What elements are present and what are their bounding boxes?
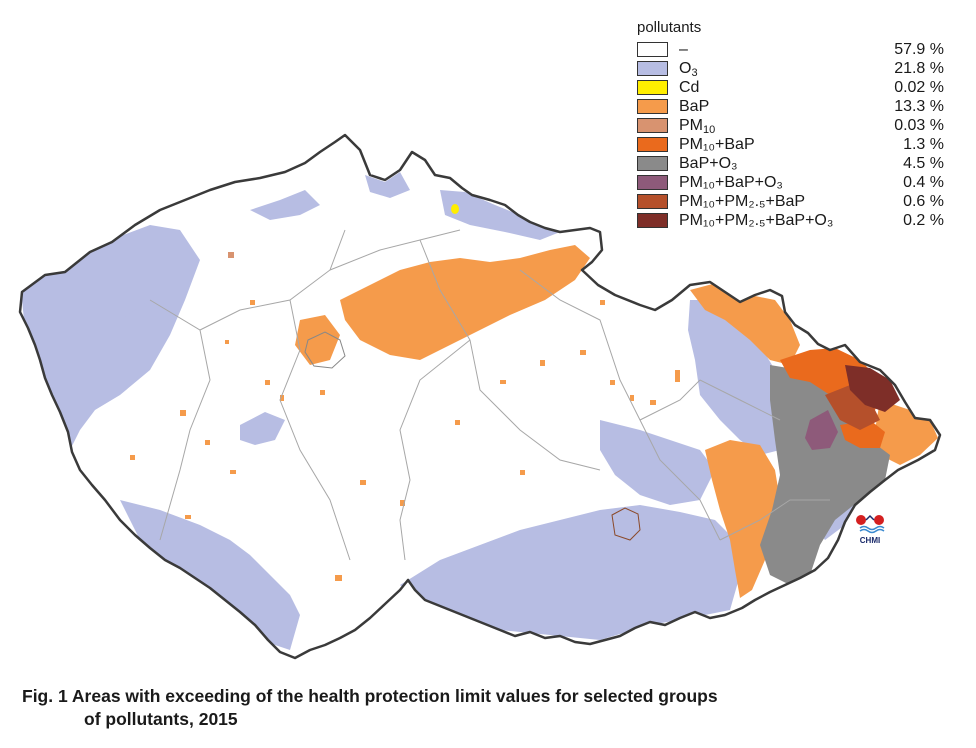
legend-label: O3 — [679, 60, 698, 79]
legend-swatch — [637, 42, 668, 57]
caption-line-2: of pollutants, 2015 — [84, 709, 238, 729]
legend-item: PM10 0.03 % — [637, 116, 947, 136]
legend-label: PM10 — [679, 117, 716, 136]
legend-swatch — [637, 61, 668, 76]
legend-items: – 57.9 % O3 21.8 % Cd 0.02 % BaP 13.3 % PM10 0.03… — [637, 40, 947, 230]
legend-percent: 57.9 % — [894, 41, 944, 58]
legend-item: PM₁₀+BaP+O₃ 0.4 % — [637, 173, 947, 192]
legend-label: PM₁₀+PM₂.₅+BaP — [679, 193, 806, 210]
legend-item: – 57.9 % — [637, 40, 947, 59]
region-boundaries — [149, 229, 830, 561]
legend-swatch — [637, 194, 668, 209]
legend-percent: 0.02 % — [894, 79, 944, 96]
caption-line-1: Fig. 1 Areas with exceeding of the healt… — [22, 686, 718, 706]
legend-percent: 1.3 % — [903, 136, 944, 153]
country-border — [18, 133, 942, 660]
area-pm10-pm25-bap — [825, 385, 880, 430]
legend-percent: 21.8 % — [894, 60, 944, 77]
area-o3 — [20, 172, 860, 650]
prague-boundary — [304, 331, 346, 369]
legend-swatch — [637, 99, 668, 114]
legend-title: pollutants — [637, 19, 702, 36]
legend-percent: 0.4 % — [903, 174, 944, 191]
legend-swatch — [637, 213, 668, 228]
legend-label: Cd — [679, 79, 700, 96]
brno-boundary — [611, 507, 641, 541]
legend-percent: 0.6 % — [903, 193, 944, 210]
bap-speckles — [130, 300, 680, 581]
legend-label: PM₁₀+BaP+O₃ — [679, 174, 783, 191]
legend-percent: 0.03 % — [894, 117, 944, 134]
legend-item: BaP+O₃ 4.5 % — [637, 154, 947, 173]
legend-swatch — [637, 175, 668, 190]
legend-swatch — [637, 80, 668, 95]
area-pm10-bap-o3 — [805, 410, 838, 450]
legend-label: BaP — [679, 98, 710, 115]
legend-item: O3 21.8 % — [637, 59, 947, 79]
chmi-logo: CHMI — [852, 512, 888, 552]
legend-item: BaP 13.3 % — [637, 97, 947, 116]
legend-item: PM₁₀+PM₂.₅+BaP+O₃ 0.2 % — [637, 211, 947, 230]
chmi-logo-text: CHMI — [859, 536, 881, 545]
map-area — [18, 133, 942, 660]
area-bap-o3 — [760, 365, 890, 585]
legend-swatch — [637, 156, 668, 171]
legend-swatch — [637, 118, 668, 133]
chmi-logo-icon — [856, 514, 885, 534]
map-legend: pollutants – 57.9 % O3 21.8 % Cd 0.02 % BaP 13.… — [637, 18, 947, 230]
legend-percent: 4.5 % — [903, 155, 944, 172]
czech-republic-map — [18, 133, 942, 660]
area-cd — [451, 204, 459, 214]
legend-swatch — [637, 137, 668, 152]
legend-percent: 0.2 % — [903, 212, 944, 229]
legend-label: BaP+O₃ — [679, 155, 738, 172]
legend-percent: 13.3 % — [894, 98, 944, 115]
area-pm10-pm25-bap-o3 — [845, 365, 900, 412]
legend-label: PM₁₀+BaP — [679, 136, 755, 153]
legend-item: Cd 0.02 % — [637, 78, 947, 97]
legend-item: PM₁₀+BaP 1.3 % — [637, 135, 947, 154]
legend-item: PM₁₀+PM₂.₅+BaP 0.6 % — [637, 192, 947, 211]
figure-caption: Fig. 1 Areas with exceeding of the healt… — [22, 685, 922, 731]
legend-label: – — [679, 41, 688, 58]
legend-label: PM₁₀+PM₂.₅+BaP+O₃ — [679, 212, 834, 229]
